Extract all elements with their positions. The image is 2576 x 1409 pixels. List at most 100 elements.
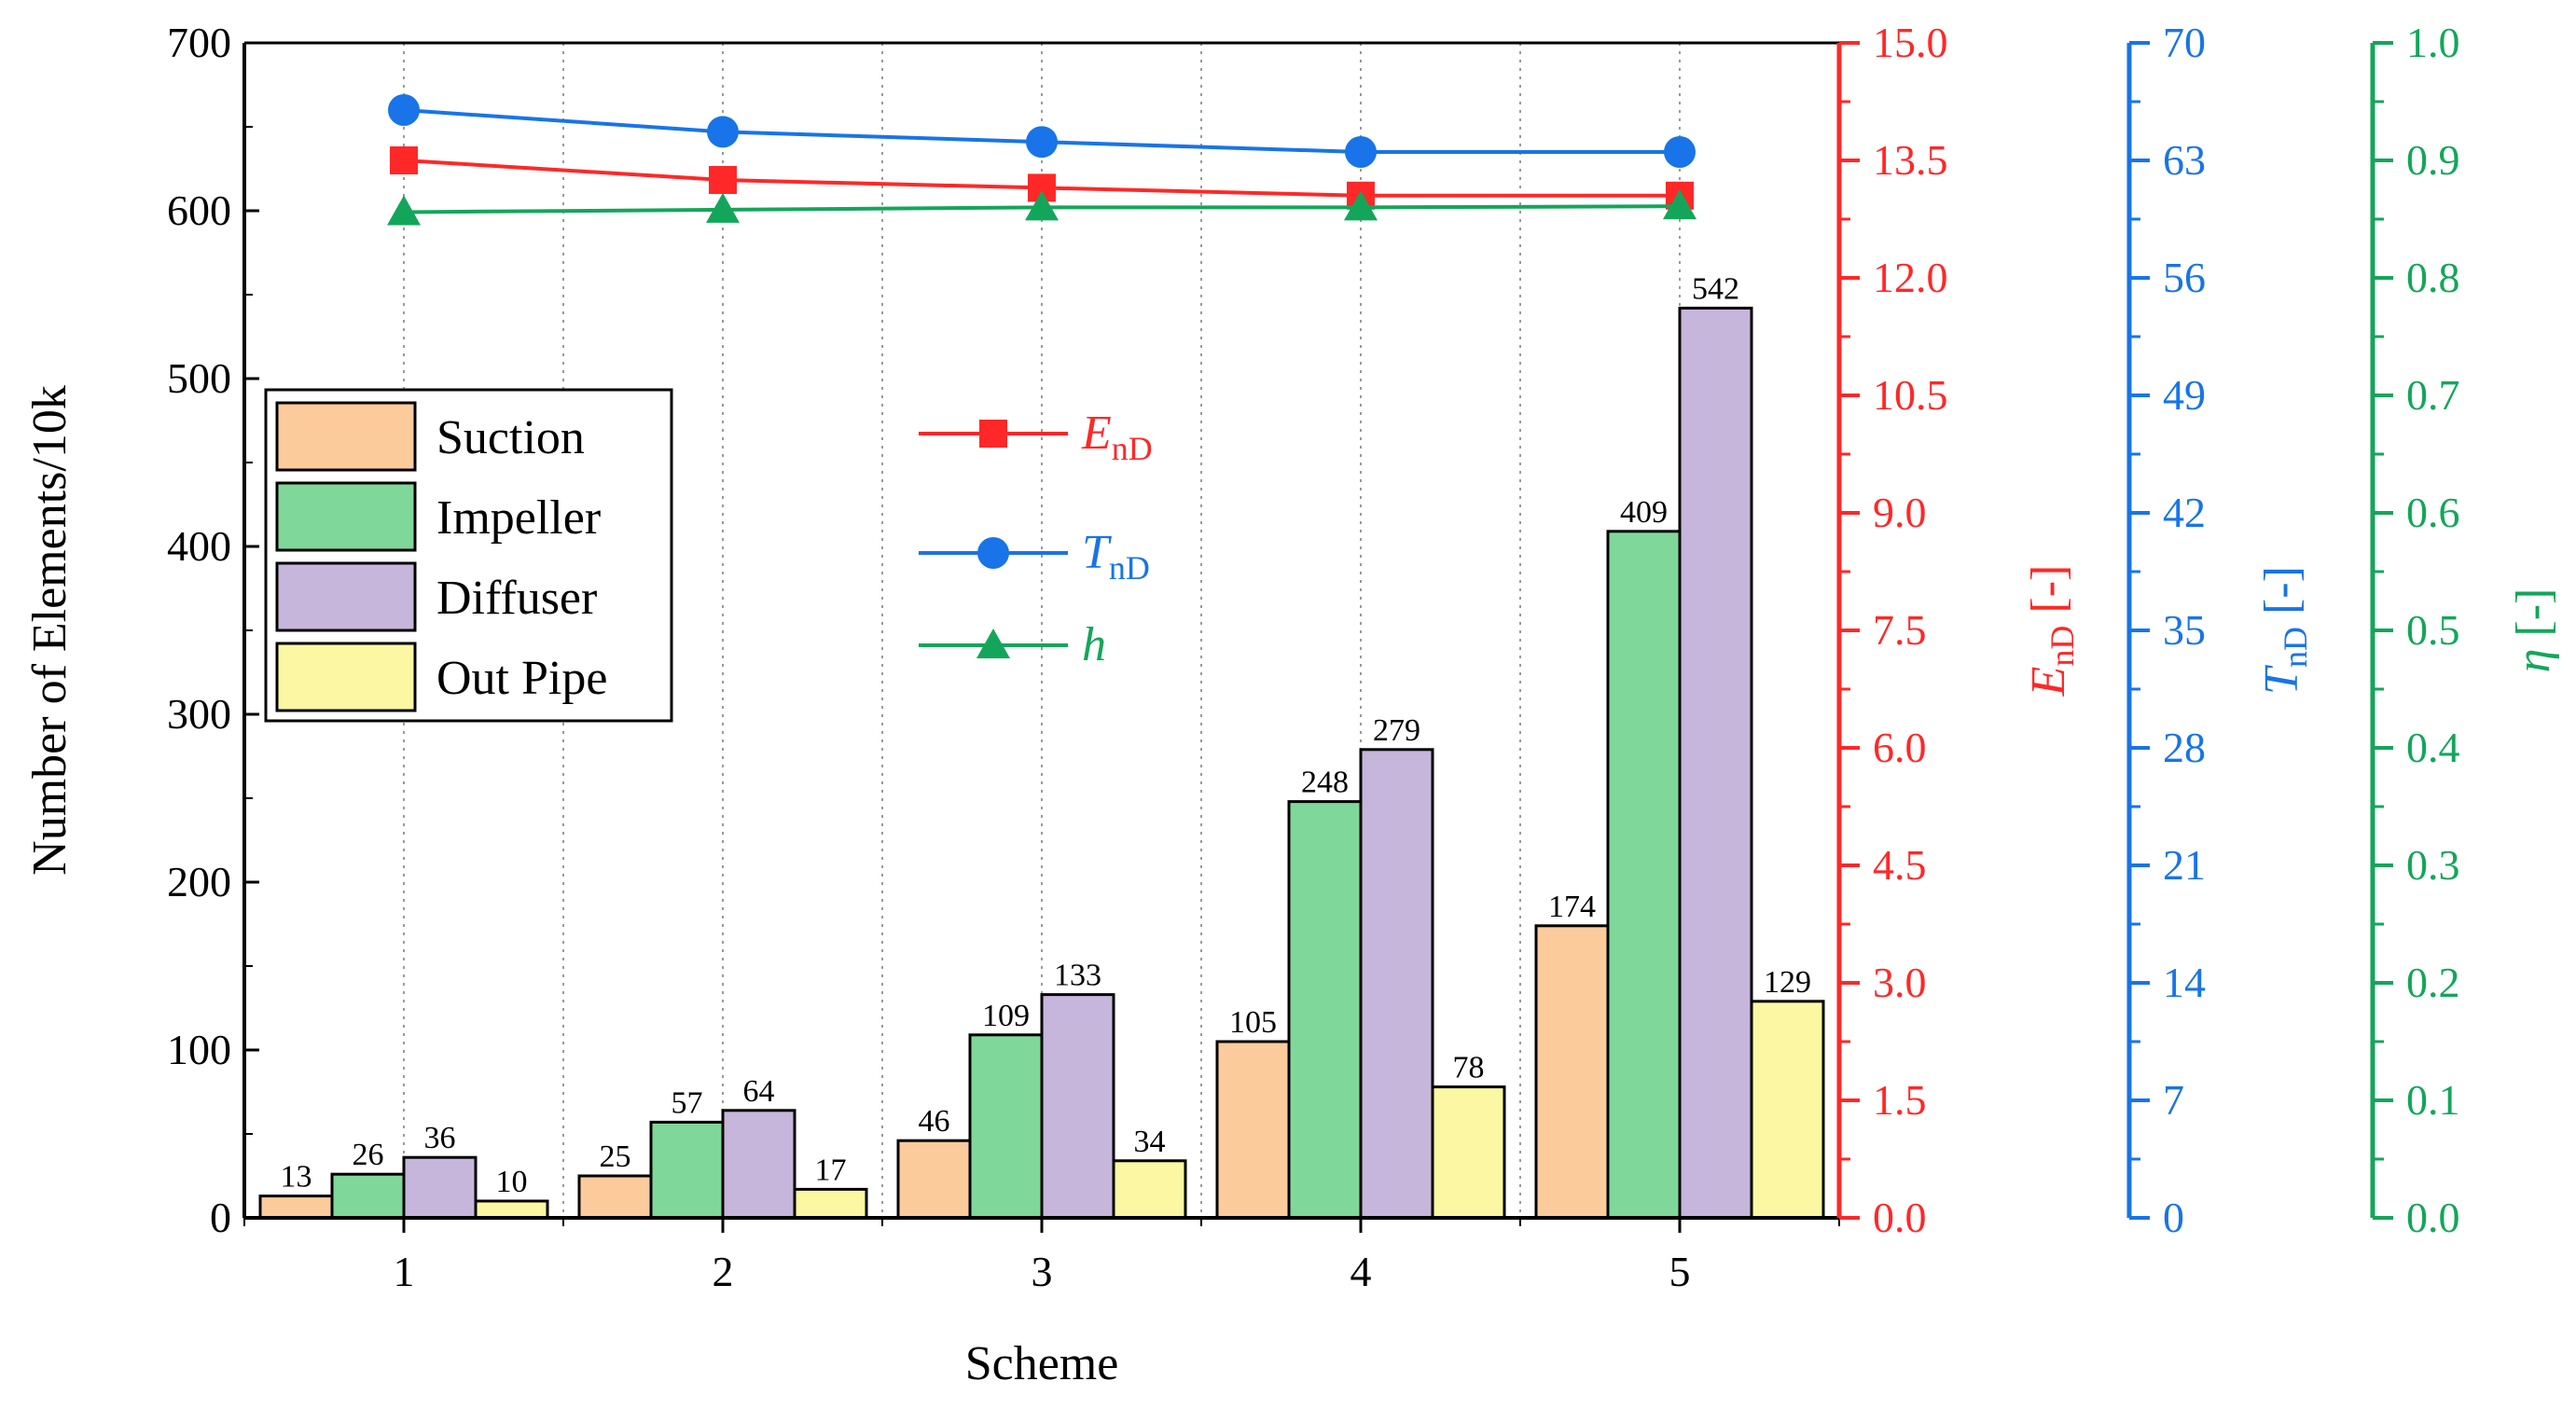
legend-label-sub: nD: [1112, 430, 1153, 467]
right-axis-tick-label: 14: [2163, 959, 2206, 1006]
right-axis-tick-label: 0.8: [2406, 254, 2460, 301]
axis-title-main: E: [2022, 667, 2075, 698]
point-marker: [388, 94, 420, 126]
bar: [896, 1139, 972, 1220]
point-marker: [1664, 136, 1696, 168]
bar-data-label: 10: [496, 1165, 528, 1199]
axis-title-sub: nD: [2277, 627, 2314, 668]
bar-data-label: 133: [1054, 959, 1101, 993]
right-axis-tick-label: 42: [2163, 489, 2206, 536]
y-tick-label: 600: [167, 186, 231, 234]
bar-data-label: 57: [672, 1085, 703, 1120]
y-tick-label: 500: [167, 354, 231, 402]
bar: [330, 1172, 406, 1220]
right-axis-tick-label: 13.5: [1873, 136, 1948, 184]
legend-label-sub: nD: [1109, 549, 1150, 587]
legend-swatch: [275, 561, 417, 632]
bar: [721, 1109, 796, 1220]
y-tick-label: 200: [167, 858, 231, 905]
bar: [1359, 748, 1434, 1220]
x-tick-label: 1: [394, 1248, 415, 1295]
bar-data-label: 36: [424, 1121, 456, 1155]
right-axis-tick-label: 49: [2163, 371, 2206, 419]
bar: [1287, 800, 1363, 1220]
x-axis-title: Scheme: [965, 1337, 1119, 1390]
right-axis-tick-label: 0.0: [1873, 1194, 1927, 1241]
axis-title-sub: nD: [2043, 626, 2081, 667]
bar-data-label: 64: [743, 1074, 775, 1109]
right-axis-tick-label: 4.5: [1873, 841, 1927, 889]
right-axis-title-T: TnD [-]: [2255, 566, 2314, 695]
right-axis-tick-label: 0.2: [2406, 959, 2460, 1006]
bar: [1606, 530, 1682, 1220]
line-legend-label: h: [1082, 618, 1106, 671]
right-axis-tick-label: 12.0: [1873, 254, 1948, 301]
right-axis-tick-label: 56: [2163, 254, 2206, 301]
axis-title-main: T: [2255, 665, 2308, 695]
right-axis-tick-label: 0.7: [2406, 371, 2460, 419]
legend-label-main: T: [1082, 526, 1112, 579]
right-axis-tick-label: 7.5: [1873, 606, 1927, 654]
right-axis-tick-label: 6.0: [1873, 724, 1927, 771]
bar: [402, 1155, 478, 1220]
bar: [474, 1199, 549, 1220]
bar-data-label: 26: [353, 1138, 384, 1172]
bar-data-label: 542: [1692, 271, 1739, 306]
bar: [1112, 1159, 1187, 1220]
point-marker: [387, 195, 421, 226]
x-tick-label: 4: [1350, 1248, 1372, 1295]
right-axis-tick-label: 0: [2163, 1194, 2184, 1241]
point-marker: [1026, 126, 1058, 159]
right-axis-tick-label: 70: [2163, 19, 2206, 66]
bar-data-label: 279: [1373, 713, 1420, 748]
legend-swatch: [275, 401, 417, 472]
bar-data-label: 409: [1620, 495, 1668, 530]
bar: [968, 1033, 1044, 1220]
axis-title-tail: [-]: [2507, 588, 2560, 649]
right-axis-tick-label: 0.0: [2406, 1194, 2460, 1241]
bar-data-label: 129: [1764, 965, 1811, 1000]
bar-data-label: 17: [815, 1153, 847, 1187]
x-tick-label: 5: [1669, 1248, 1691, 1295]
bar-data-label: 109: [982, 999, 1030, 1033]
x-tick-label: 2: [713, 1248, 734, 1295]
bar-data-label: 13: [281, 1160, 312, 1195]
point-marker: [707, 116, 739, 148]
right-axis-tick-label: 0.3: [2406, 841, 2460, 889]
right-axis-tick-label: 1.5: [1873, 1076, 1927, 1124]
point-marker: [1025, 190, 1059, 221]
legend-marker: [977, 537, 1009, 569]
bar: [1534, 924, 1610, 1220]
bar: [1431, 1085, 1506, 1220]
bar-data-label: 25: [600, 1140, 631, 1174]
right-axis-tick-label: 63: [2163, 136, 2206, 184]
right-axis-tick-label: 28: [2163, 724, 2206, 771]
legend-label: Out Pipe: [436, 652, 607, 705]
right-axis-tick-label: 9.0: [1873, 489, 1927, 536]
bar: [1678, 306, 1753, 1220]
legend-label: Suction: [436, 411, 585, 464]
legend-marker: [976, 629, 1010, 658]
point-marker: [1344, 190, 1378, 221]
bar: [258, 1195, 334, 1220]
bar-data-label: 78: [1453, 1051, 1485, 1085]
y-tick-label: 400: [167, 522, 231, 570]
legend-label: Impeller: [436, 491, 601, 545]
right-axis-tick-label: 0.1: [2406, 1076, 2460, 1124]
point-marker: [709, 166, 737, 194]
right-axis-title-eta: η [-]: [2507, 588, 2560, 673]
bar-data-label: 248: [1301, 766, 1349, 800]
legend-label-main: h: [1082, 618, 1106, 671]
bar: [1215, 1040, 1291, 1220]
axis-title-tail: [-]: [2022, 565, 2075, 626]
legend-swatch: [275, 642, 417, 712]
point-marker: [390, 146, 418, 174]
legend-label: Diffuser: [436, 572, 597, 625]
bar: [1750, 1000, 1825, 1220]
point-marker: [706, 192, 740, 223]
y-tick-label: 300: [167, 690, 231, 738]
right-axis-tick-label: 0.5: [2406, 606, 2460, 654]
line-legend-label: TnD: [1082, 526, 1150, 587]
axis-title-main: η: [2507, 649, 2560, 673]
